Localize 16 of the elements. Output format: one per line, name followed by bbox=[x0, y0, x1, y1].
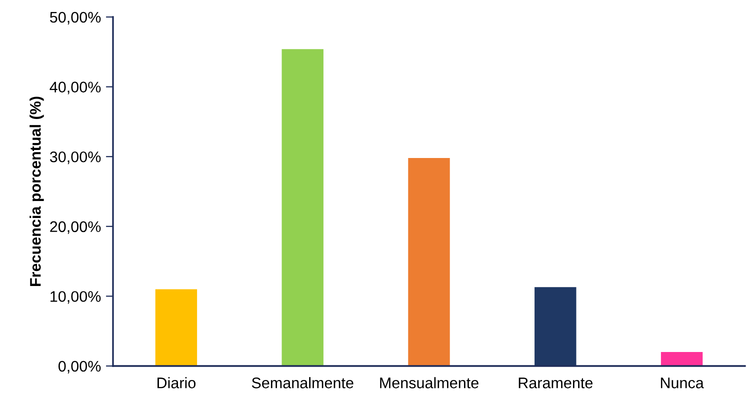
x-tick-label: Diario bbox=[158, 377, 196, 388]
x-tick-label: Semanalmente bbox=[252, 377, 354, 388]
x-tick-label: Mensualmente bbox=[380, 377, 478, 388]
y-tick-label: 20,00% bbox=[50, 221, 101, 234]
y-tick-label: 30,00% bbox=[50, 151, 101, 164]
y-tick-label: 50,00% bbox=[50, 12, 101, 24]
bar bbox=[155, 289, 198, 366]
bar bbox=[660, 352, 703, 366]
x-tick-label: Nunca bbox=[660, 378, 704, 388]
y-tick-label: 10,00% bbox=[50, 291, 101, 304]
y-tick-label: 40,00% bbox=[50, 82, 101, 94]
y-axis-title: Frecuencia porcentual (%) bbox=[30, 96, 44, 286]
y-tick-label: 0,00% bbox=[58, 360, 101, 374]
x-tick-label: Raramente bbox=[518, 378, 593, 388]
bar bbox=[408, 158, 450, 366]
bar bbox=[282, 49, 324, 366]
